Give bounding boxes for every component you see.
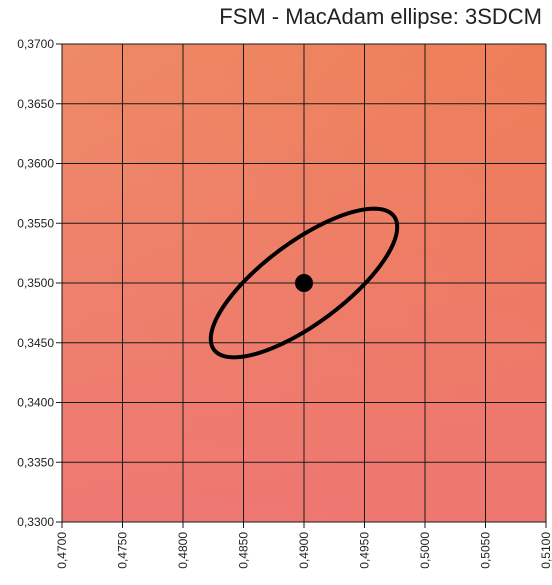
y-tick-label: 0,3350 (17, 455, 54, 469)
center-point (295, 274, 313, 292)
y-tick-label: 0,3450 (17, 336, 54, 350)
x-tick-label: 0,4700 (55, 532, 69, 569)
chart-marks (208, 206, 400, 360)
y-tick-label: 0,3600 (17, 157, 54, 171)
y-tick-label: 0,3300 (17, 515, 54, 529)
x-tick-label: 0,4750 (116, 532, 130, 569)
y-tick-label: 0,3400 (17, 396, 54, 410)
x-tick-label: 0,4800 (176, 532, 190, 569)
y-tick-label: 0,3550 (17, 216, 54, 230)
y-tick-label: 0,3500 (17, 276, 54, 290)
x-tick-label: 0,4850 (237, 532, 251, 569)
macadam-ellipse (208, 206, 400, 360)
y-tick-label: 0,3700 (17, 37, 54, 51)
axis-ticks: 0,3700 0,3650 0,3600 0,3550 0,3500 0,3450 0,34… (17, 37, 552, 569)
x-tick-label: 0,4950 (358, 532, 372, 569)
x-tick-label: 0,4900 (297, 532, 311, 569)
x-tick-label: 0,5050 (479, 532, 493, 569)
x-tick-label: 0,5000 (418, 532, 432, 569)
y-tick-label: 0,3650 (17, 97, 54, 111)
x-tick-label: 0,5100 (539, 532, 552, 569)
chart-title: FSM - MacAdam ellipse: 3SDCM (219, 4, 542, 29)
